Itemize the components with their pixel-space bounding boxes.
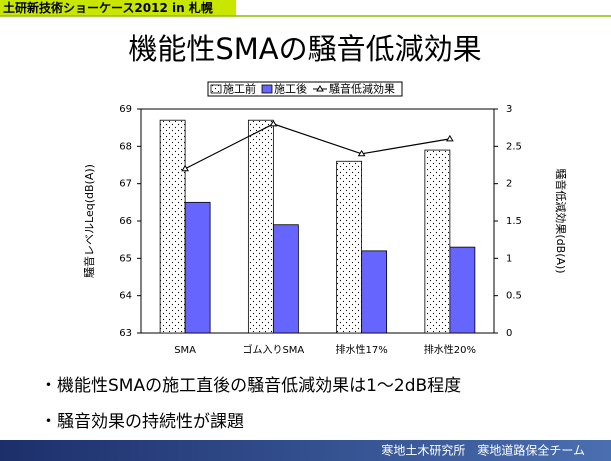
bar xyxy=(247,119,274,334)
x-tick-label: ゴム入りSMA xyxy=(242,343,304,356)
legend-label: 騒音低減効果 xyxy=(329,82,395,96)
bar xyxy=(361,250,388,334)
y2-tick-label: 2.5 xyxy=(506,141,522,152)
y2-tick-label: 2 xyxy=(506,179,512,190)
header-label: 土研新技術ショーケース2012 in 札幌 xyxy=(3,0,213,15)
line-marker xyxy=(269,119,278,127)
note: ・騒音効果の持続性が課題 xyxy=(40,412,244,432)
y2-tick-label: 3 xyxy=(506,104,512,115)
legend-label: 施工後 xyxy=(274,82,307,96)
y-tick-label: 69 xyxy=(119,104,132,115)
chart-title: 機能性SMAの騒音低減効果 xyxy=(128,32,481,66)
bar xyxy=(272,224,299,334)
x-tick-label: 排水性20% xyxy=(424,343,476,356)
bar xyxy=(336,160,363,334)
legend-swatch xyxy=(210,84,222,94)
header-band xyxy=(0,0,236,16)
legend-swatch xyxy=(261,84,273,94)
line xyxy=(184,123,450,170)
y-tick-label: 68 xyxy=(119,141,132,152)
y-tick-label: 63 xyxy=(119,328,132,339)
y-tick-label: 66 xyxy=(119,216,132,227)
y-tick-label: 67 xyxy=(119,179,132,190)
y-tick-label: 65 xyxy=(119,253,132,264)
y-axis-label: 騒音レベルLeq(dB(A)) xyxy=(82,164,96,278)
y2-tick-label: 1 xyxy=(506,253,512,264)
y2-tick-label: 0.5 xyxy=(506,291,522,302)
y-tick-label: 64 xyxy=(119,291,132,302)
note: ・機能性SMAの施工直後の騒音低減効果は1～2dB程度 xyxy=(40,376,461,396)
line-marker xyxy=(445,134,454,142)
y2-tick-label: 1.5 xyxy=(506,216,522,227)
legend-box xyxy=(207,81,403,97)
bar xyxy=(424,149,451,334)
y2-tick-label: 0 xyxy=(506,328,512,339)
bar xyxy=(159,119,186,334)
line-marker xyxy=(357,149,366,157)
footer-text: 寒地土木研究所 寒地道路保全チーム xyxy=(381,443,585,458)
y2-axis-label: 騒音低減効果(dB(A)) xyxy=(554,168,568,273)
bar xyxy=(184,201,211,334)
bar xyxy=(449,246,476,334)
footer-band xyxy=(0,440,611,461)
x-tick-label: 排水性17% xyxy=(336,343,388,356)
legend-marker xyxy=(316,85,324,92)
line-marker xyxy=(181,164,190,172)
x-tick-label: SMA xyxy=(174,345,196,356)
legend-label: 施工前 xyxy=(223,82,256,96)
